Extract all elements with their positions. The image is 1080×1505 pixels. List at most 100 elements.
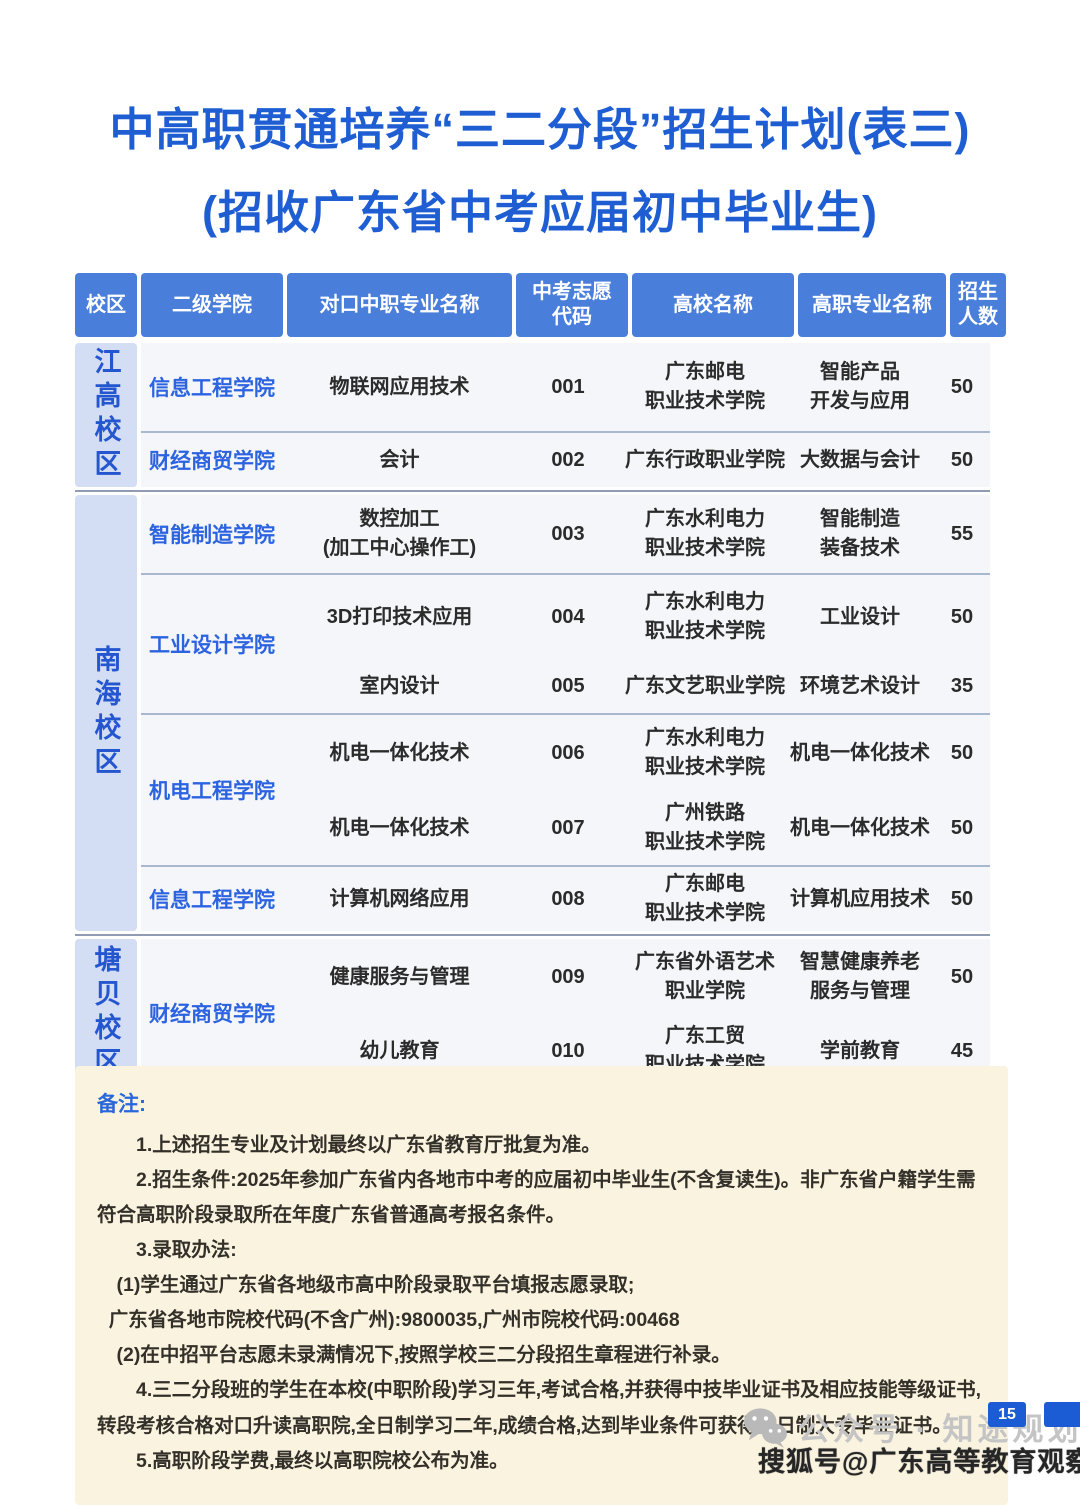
cell-major: 机电一体化技术 [329,741,470,764]
page-title-line2: (招收广东省中考应届初中毕业生) [202,187,878,239]
note-line: 3.录取办法: [136,1239,237,1262]
footer-accent-bar [1044,1402,1080,1427]
college-block: 财经商贸学院 会计 002 广东行政职业学院 大数据与会计 50 [141,433,990,487]
college-name: 智能制造学院 [149,524,275,547]
college-name: 机电工程学院 [149,780,275,803]
campus-label: 南海校区 [75,495,137,931]
campus-group-nanhai: 南海校区 智能制造学院 数控加工 (加工中心操作工) 003 广东水利电力 职业… [75,495,990,931]
notes-panel: 备注: 1.上述招生专业及计划最终以广东省教育厅批复为准。 2.招生条件:202… [75,1066,1008,1505]
cell-university: 广州铁路 职业技术学院 [645,802,765,853]
cell-major: 室内设计 [359,674,440,697]
cell-count: 55 [950,522,974,545]
college-name: 信息工程学院 [149,377,275,400]
college-block: 机电工程学院 机电一体化技术 006 广东水利电力 职业技术学院 机电一体化技术… [141,715,990,865]
header-enrollment-count: 招生 人数 [950,273,1006,337]
divider [141,865,990,867]
table-row: 3D打印技术应用 004 广东水利电力 职业技术学院 工业设计 50 [287,575,990,659]
college-block: 信息工程学院 物联网应用技术 001 广东邮电 职业技术学院 智能产品 开发与应… [141,343,990,431]
note-line: 4.三二分段班的学生在本校(中职阶段)学习三年,考试合格,并获得中技毕业证书及相… [97,1379,982,1437]
divider [141,431,990,433]
cell-count: 50 [950,605,974,628]
cell-count: 35 [950,674,974,697]
cell-major: 机电一体化技术 [329,816,470,839]
header-campus: 校区 [75,273,137,337]
cell-major: 会计 [379,448,420,471]
note-line: 5.高职阶段学费,最终以高职院校公布为准。 [136,1449,509,1472]
note-line: 2.招生条件:2025年参加广东省内各地市中考的应届初中毕业生(不含复读生)。非… [97,1168,976,1226]
wechat-icon [744,1407,787,1448]
watermark-text: 公众号 · 知途规划 [798,1412,1080,1447]
enrollment-table: 校区 二级学院 对口中职专业名称 中考志愿 代码 高校名称 高职专业名称 招生 … [75,273,1006,1092]
cell-code: 004 [551,605,585,628]
cell-count: 50 [950,816,974,839]
table-body: 江高校区 信息工程学院 物联网应用技术 001 广东邮电 职业技术学院 智能产品… [75,343,990,1092]
divider [75,490,990,492]
cell-count: 45 [950,1039,974,1062]
note-line: (2)在中招平台志愿未录满情况下,按照学校三二分段招生章程进行补录。 [116,1344,731,1367]
notes-label: 备注: [97,1093,146,1116]
note-line: 广东省各地市院校代码(不含广州):9800035,广州市院校代码:00468 [108,1309,680,1332]
cell-count: 50 [950,448,974,471]
divider [141,573,990,575]
college-block: 财经商贸学院 健康服务与管理 009 广东省外语艺术 职业学院 智慧健康养老 服… [141,939,990,1087]
campus-label: 塘贝校区 [75,939,137,1087]
table-row: 室内设计 005 广东文艺职业学院 环境艺术设计 35 [287,659,990,713]
cell-university: 广东文艺职业学院 [625,674,785,697]
cell-major: 3D打印技术应用 [326,605,473,628]
college-name: 信息工程学院 [149,889,275,912]
campus-group-jianggao: 江高校区 信息工程学院 物联网应用技术 001 广东邮电 职业技术学院 智能产品… [75,343,990,487]
college-name: 财经商贸学院 [149,450,275,473]
page-title: 中高职贯通培养“三二分段”招生计划(表三) (招收广东省中考应届初中毕业生) [0,88,1080,255]
cell-code: 008 [551,887,585,910]
cell-university: 广东邮电 职业技术学院 [645,361,765,412]
cell-higher-major: 工业设计 [820,605,900,628]
cell-code: 006 [551,741,585,764]
cell-higher-major: 智能产品 开发与应用 [810,361,910,412]
table-row: 物联网应用技术 001 广东邮电 职业技术学院 智能产品 开发与应用 50 [287,343,990,431]
cell-code: 002 [551,448,585,471]
header-secondary-major: 对口中职专业名称 [287,273,512,337]
cell-higher-major: 学前教育 [820,1039,900,1062]
note-line: 1.上述招生专业及计划最终以广东省教育厅批复为准。 [136,1133,601,1156]
table-row: 数控加工 (加工中心操作工) 003 广东水利电力 职业技术学院 智能制造 装备… [287,495,990,573]
cell-higher-major: 大数据与会计 [800,448,920,471]
cell-code: 007 [551,816,585,839]
cell-major: 健康服务与管理 [329,965,470,988]
cell-university: 广东水利电力 职业技术学院 [645,508,765,559]
table-row: 机电一体化技术 006 广东水利电力 职业技术学院 机电一体化技术 50 [287,715,990,791]
cell-count: 50 [950,741,974,764]
cell-higher-major: 环境艺术设计 [800,674,920,697]
college-name: 财经商贸学院 [149,1003,275,1026]
header-college: 二级学院 [141,273,283,337]
header-higher-major: 高职专业名称 [798,273,946,337]
college-block: 信息工程学院 计算机网络应用 008 广东邮电 职业技术学院 计算机应用技术 5… [141,867,990,931]
table-header-row: 校区 二级学院 对口中职专业名称 中考志愿 代码 高校名称 高职专业名称 招生 … [75,273,1006,337]
cell-university: 广东水利电力 职业技术学院 [645,727,765,778]
cell-count: 50 [950,887,974,910]
page-number-badge: 15 [988,1402,1026,1427]
cell-higher-major: 机电一体化技术 [790,741,930,764]
cell-count: 50 [950,375,974,398]
college-block: 智能制造学院 数控加工 (加工中心操作工) 003 广东水利电力 职业技术学院 … [141,495,990,573]
table-row: 幼儿教育 010 广东工贸 职业技术学院 学前教育 45 [287,1015,990,1087]
wechat-watermark: 公众号 · 知途规划 [742,1404,1080,1449]
table-row: 计算机网络应用 008 广东邮电 职业技术学院 计算机应用技术 50 [287,867,990,931]
cell-higher-major: 智慧健康养老 服务与管理 [800,951,920,1002]
page-title-line1: 中高职贯通培养“三二分段”招生计划(表三) [109,104,971,155]
cell-higher-major: 计算机应用技术 [790,887,930,910]
cell-university: 广东行政职业学院 [625,448,785,471]
cell-university: 广东邮电 职业技术学院 [645,873,765,924]
cell-code: 003 [551,522,585,545]
cell-university: 广东水利电力 职业技术学院 [645,591,765,642]
header-university: 高校名称 [632,273,794,337]
cell-code: 005 [551,674,585,697]
cell-major: 物联网应用技术 [329,375,470,398]
cell-code: 009 [551,965,585,988]
cell-code: 001 [551,375,585,398]
cell-count: 50 [950,965,974,988]
cell-higher-major: 机电一体化技术 [790,816,930,839]
cell-higher-major: 智能制造 装备技术 [820,508,900,559]
college-name: 工业设计学院 [149,634,275,657]
header-exam-code: 中考志愿 代码 [516,273,628,337]
cell-major: 数控加工 (加工中心操作工) [322,508,477,559]
